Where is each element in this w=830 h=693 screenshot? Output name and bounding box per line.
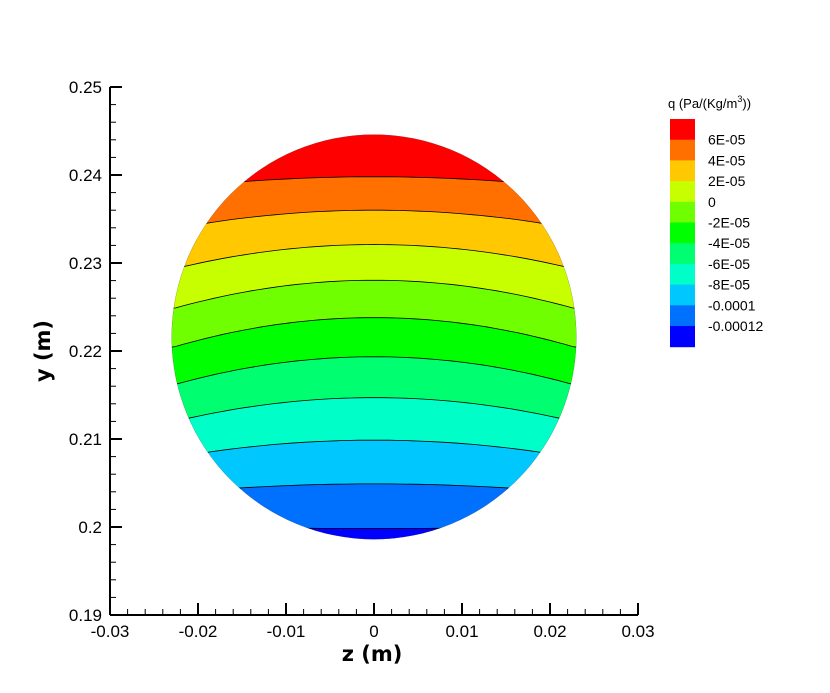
contour-line: [171, 356, 577, 386]
contour-line: [171, 279, 577, 310]
y-tick-label: 0.21: [69, 430, 102, 449]
legend-swatch: [670, 326, 695, 348]
legend-label: 2E-05: [708, 173, 746, 189]
contour-band: [171, 280, 577, 348]
x-tick-label: 0.03: [621, 622, 654, 641]
legend-swatch: [670, 263, 695, 286]
contour-band: [171, 244, 577, 310]
legend-label: -6E-05: [708, 256, 750, 272]
contour-band: [171, 134, 577, 189]
legend-label: -8E-05: [708, 277, 750, 293]
legend-swatch: [670, 201, 695, 223]
x-tick-label: -0.01: [267, 622, 306, 641]
legend-swatch: [670, 119, 695, 141]
legend-swatch: [670, 284, 695, 306]
y-tick-label: 0.2: [78, 518, 102, 537]
legend-title-end: )): [742, 96, 751, 111]
contour-line: [171, 244, 577, 270]
legend-title-superscript: 3: [737, 94, 742, 104]
legend-label: 4E-05: [708, 152, 746, 168]
y-tick-label: 0.23: [69, 254, 102, 273]
contour-band: [171, 397, 577, 459]
y-tick-label: 0.24: [69, 166, 102, 185]
axes: -0.03 -0.02 -0.01 0 0.01 0.02 0.03 0.19 0.2 0.21 0…: [69, 78, 655, 641]
legend: 6E-05 4E-05 2E-05 0 -2E-05 -4E-05 -6E-05 -8E-05…: [670, 119, 763, 348]
x-axis-label: z (m): [342, 642, 403, 666]
contour-band: [171, 356, 577, 423]
legend-swatch: [670, 243, 695, 265]
legend-swatch: [670, 222, 695, 244]
y-tick-label: 0.25: [69, 78, 102, 97]
legend-title: q (Pa/(Kg/m3)): [668, 94, 751, 111]
y-axis-label: y (m): [31, 320, 55, 382]
y-tick-label: 0.22: [69, 342, 102, 361]
contour-line: [171, 439, 577, 459]
legend-label: 0: [708, 194, 716, 210]
contour-band: [171, 210, 577, 270]
legend-label: -2E-05: [708, 215, 750, 231]
legend-label: 6E-05: [708, 132, 746, 148]
legend-swatch: [670, 160, 695, 182]
legend-label: -4E-05: [708, 235, 750, 251]
legend-swatch: [670, 181, 695, 203]
contour-line: [171, 317, 577, 349]
legend-label: -0.0001: [708, 297, 756, 313]
legend-swatch: [670, 305, 695, 327]
x-tick-label: -0.03: [91, 622, 130, 641]
x-tick-label: 0.01: [445, 622, 478, 641]
contour-band: [171, 317, 577, 386]
legend-title-main: q (Pa/(Kg/m: [668, 96, 737, 111]
contour-field: [171, 134, 577, 540]
contour-band: [171, 440, 577, 494]
legend-swatch: [670, 139, 695, 161]
contour-line: [171, 209, 577, 230]
x-tick-label: 0.02: [533, 622, 566, 641]
legend-label: -0.00012: [708, 318, 763, 334]
contour-line: [171, 397, 577, 423]
y-tick-label: 0.19: [69, 606, 102, 625]
x-tick-label: -0.02: [179, 622, 218, 641]
contour-band: [171, 483, 577, 529]
x-tick-label: 0: [369, 622, 378, 641]
